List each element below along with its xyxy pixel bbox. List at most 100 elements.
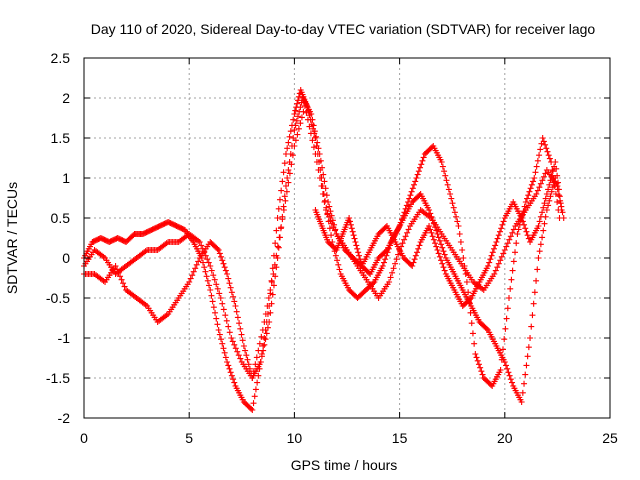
data-point (346, 215, 353, 221)
data-point (543, 207, 550, 213)
data-point (504, 305, 511, 312)
data-point (271, 261, 278, 268)
data-point (549, 167, 556, 173)
data-point (291, 143, 298, 149)
data-point (208, 292, 215, 299)
data-point (527, 185, 534, 192)
data-point (540, 204, 547, 211)
data-point (545, 186, 552, 193)
data-point (210, 272, 217, 279)
data-point (237, 325, 244, 332)
data-point (218, 253, 225, 260)
data-point (553, 165, 560, 172)
data-point (556, 193, 563, 200)
data-point (231, 379, 238, 386)
data-point (236, 320, 243, 327)
data-point (186, 279, 193, 285)
data-point (490, 245, 497, 252)
data-point (451, 209, 458, 216)
data-point (250, 368, 257, 375)
data-point (504, 240, 511, 247)
data-point (514, 231, 521, 237)
data-point (447, 191, 454, 197)
data-point (222, 312, 229, 319)
data-point (264, 303, 271, 309)
data-point (213, 281, 220, 288)
data-point (230, 293, 237, 300)
data-point (440, 264, 447, 271)
data-point (257, 359, 264, 365)
data-point (535, 223, 542, 229)
data-point (540, 227, 547, 234)
data-point (555, 186, 562, 193)
data-point (408, 188, 415, 195)
data-point (201, 264, 208, 271)
data-point (278, 187, 285, 194)
data-point (189, 272, 196, 279)
data-point (295, 125, 302, 132)
data-point (457, 239, 464, 245)
data-point (326, 225, 333, 232)
data-point (443, 177, 450, 184)
data-point (292, 137, 299, 144)
data-point (262, 336, 269, 343)
data-point (274, 243, 281, 250)
data-point (444, 181, 451, 188)
data-point (334, 257, 341, 264)
data-point (434, 247, 441, 253)
data-point (522, 225, 529, 232)
data-point (222, 267, 229, 274)
data-point (224, 359, 231, 365)
data-point (552, 159, 559, 165)
data-point (521, 380, 528, 387)
data-point (216, 250, 223, 257)
data-point (523, 228, 530, 235)
data-point (544, 148, 551, 155)
series-track-4 (312, 159, 565, 309)
data-point (227, 284, 234, 291)
data-point (488, 252, 495, 259)
data-point (234, 314, 241, 321)
data-point (524, 353, 531, 360)
data-point (285, 139, 292, 146)
data-point (297, 120, 304, 127)
data-point (499, 221, 506, 228)
data-point (202, 252, 209, 259)
data-point (440, 248, 447, 255)
data-point (492, 242, 499, 249)
data-point (413, 175, 420, 181)
data-point (312, 151, 319, 157)
data-point (497, 367, 504, 373)
data-point (484, 263, 491, 269)
data-point (501, 336, 508, 343)
data-point (534, 266, 541, 273)
data-point (454, 218, 461, 225)
data-point (295, 97, 302, 104)
y-tick-label: 2 (62, 90, 70, 106)
data-point (416, 242, 423, 249)
data-point (503, 362, 510, 369)
data-point (438, 159, 445, 165)
data-point (393, 256, 400, 263)
data-point (240, 343, 247, 349)
data-point (221, 264, 228, 271)
data-point (407, 192, 414, 199)
data-point (244, 356, 251, 363)
data-point (410, 259, 417, 266)
data-point (411, 256, 418, 263)
data-point (248, 405, 255, 412)
data-point (313, 159, 320, 165)
data-point (521, 203, 528, 210)
data-point (460, 255, 467, 261)
data-point (430, 236, 437, 243)
data-point (286, 170, 293, 177)
data-point (432, 240, 439, 247)
data-point (216, 290, 223, 297)
data-point (228, 372, 235, 379)
data-point (199, 245, 206, 252)
grid-lines (84, 58, 610, 418)
data-point (201, 249, 208, 256)
data-point (500, 250, 507, 257)
data-point (330, 224, 337, 231)
data-point (528, 323, 535, 330)
